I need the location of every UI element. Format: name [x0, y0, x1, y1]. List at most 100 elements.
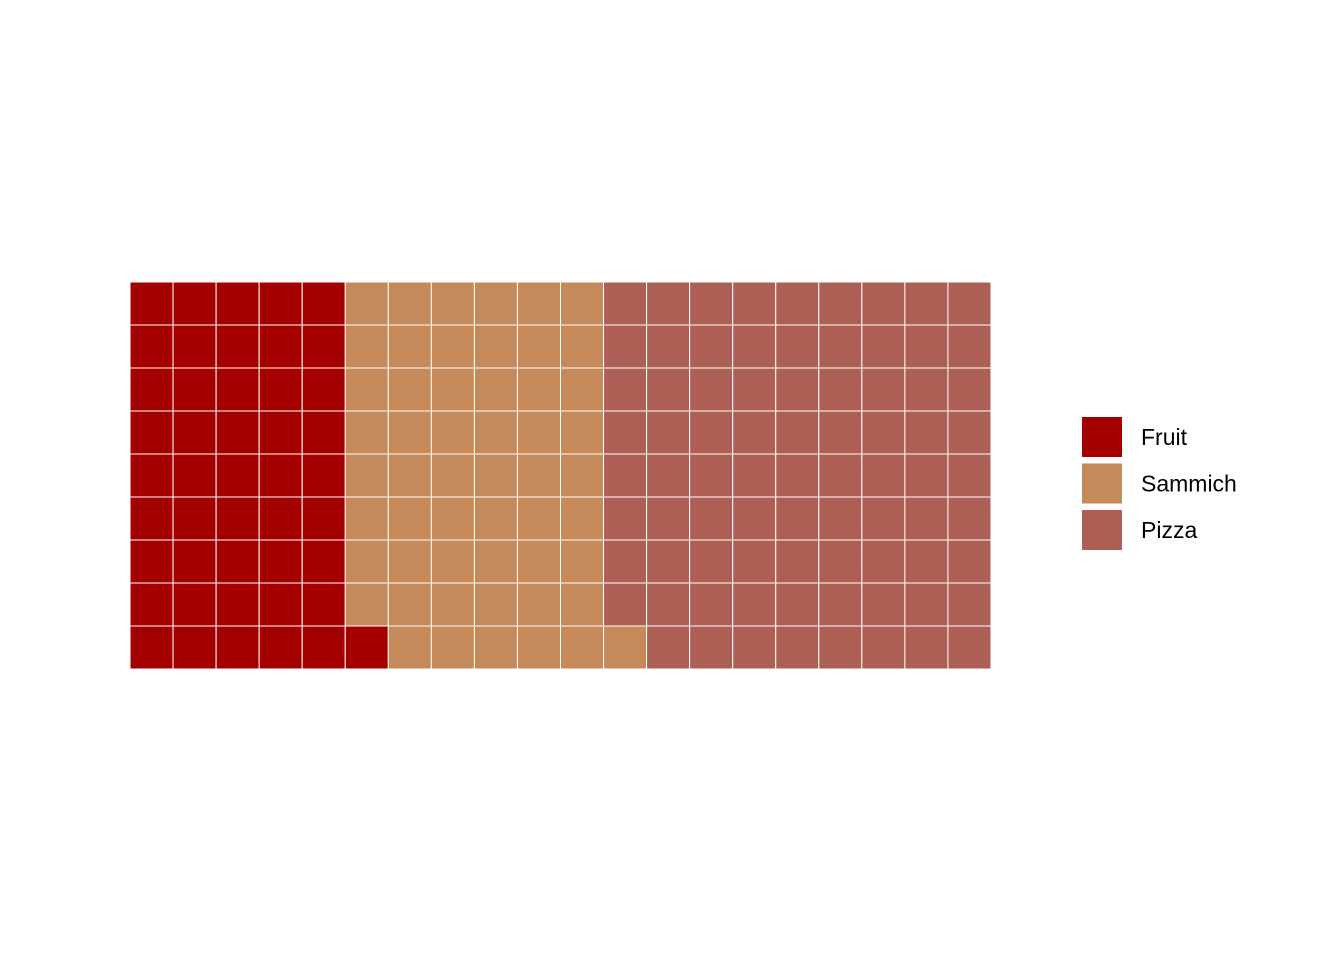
- waffle-tile-fruit: [215, 367, 260, 412]
- waffle-tile-sammich: [387, 625, 432, 670]
- waffle-tile-sammich: [473, 453, 518, 498]
- waffle-tile-fruit: [172, 496, 217, 541]
- waffle-tile-fruit: [301, 539, 346, 584]
- waffle-tile-pizza: [732, 539, 777, 584]
- waffle-tile-pizza: [603, 453, 648, 498]
- waffle-tile-sammich: [516, 496, 562, 541]
- legend-key-pizza: [1082, 510, 1122, 550]
- legend-key-fruit: [1082, 417, 1122, 457]
- waffle-tile-pizza: [689, 367, 734, 412]
- waffle-tile-fruit: [129, 625, 174, 670]
- waffle-tile-fruit: [215, 410, 260, 455]
- waffle-tile-sammich: [430, 496, 475, 541]
- waffle-tile-sammich: [387, 410, 432, 455]
- waffle-tile-fruit: [172, 324, 217, 369]
- waffle-tile-fruit: [129, 367, 174, 412]
- waffle-tile-pizza: [861, 539, 906, 584]
- waffle-tile-sammich: [473, 582, 518, 627]
- waffle-tile-pizza: [775, 410, 820, 455]
- waffle-tile-pizza: [775, 582, 820, 627]
- waffle-tile-pizza: [861, 453, 906, 498]
- waffle-tile-fruit: [301, 281, 346, 326]
- waffle-tile-sammich: [344, 539, 389, 584]
- waffle-tile-pizza: [689, 625, 734, 670]
- waffle-tile-sammich: [516, 582, 562, 627]
- waffle-tile-fruit: [258, 324, 303, 369]
- waffle-tile-fruit: [258, 410, 303, 455]
- waffle-tile-sammich: [603, 625, 648, 670]
- waffle-tile-sammich: [516, 367, 562, 412]
- waffle-tile-fruit: [258, 582, 303, 627]
- waffle-tile-pizza: [732, 453, 777, 498]
- waffle-tile-fruit: [258, 367, 303, 412]
- waffle-tile-fruit: [129, 324, 174, 369]
- waffle-tile-sammich: [430, 453, 475, 498]
- waffle-tile-pizza: [904, 582, 949, 627]
- waffle-tile-sammich: [473, 625, 518, 670]
- waffle-tile-fruit: [301, 582, 346, 627]
- waffle-tile-pizza: [818, 281, 863, 326]
- waffle-tile-sammich: [344, 496, 389, 541]
- waffle-tile-pizza: [732, 582, 777, 627]
- waffle-tile-pizza: [861, 367, 906, 412]
- waffle-tile-pizza: [904, 410, 949, 455]
- waffle-tile-pizza: [646, 625, 691, 670]
- waffle-tile-pizza: [861, 410, 906, 455]
- waffle-tile-sammich: [430, 367, 475, 412]
- waffle-tile-pizza: [904, 496, 949, 541]
- waffle-tile-pizza: [775, 367, 820, 412]
- legend: Fruit Sammich Pizza: [1082, 417, 1237, 550]
- waffle-tile-pizza: [818, 582, 863, 627]
- waffle-tile-pizza: [947, 324, 992, 369]
- waffle-tile-sammich: [387, 324, 432, 369]
- waffle-tile-pizza: [818, 324, 863, 369]
- waffle-tile-sammich: [430, 324, 475, 369]
- waffle-tile-sammich: [473, 281, 518, 326]
- waffle-tile-sammich: [344, 324, 389, 369]
- waffle-tile-fruit: [129, 582, 174, 627]
- waffle-tile-pizza: [732, 281, 777, 326]
- waffle-tile-pizza: [646, 453, 691, 498]
- waffle-tile-fruit: [301, 367, 346, 412]
- waffle-tile-pizza: [775, 453, 820, 498]
- waffle-tile-fruit: [129, 281, 174, 326]
- waffle-tile-pizza: [732, 367, 777, 412]
- waffle-tile-fruit: [172, 582, 217, 627]
- waffle-tile-pizza: [646, 582, 691, 627]
- waffle-tile-fruit: [301, 453, 346, 498]
- waffle-tile-pizza: [947, 281, 992, 326]
- waffle-tile-sammich: [344, 367, 389, 412]
- waffle-tile-pizza: [904, 281, 949, 326]
- waffle-tile-sammich: [516, 453, 562, 498]
- waffle-tile-pizza: [861, 281, 906, 326]
- waffle-tile-pizza: [689, 496, 734, 541]
- waffle-tile-pizza: [947, 539, 992, 584]
- waffle-tile-pizza: [947, 453, 992, 498]
- waffle-tile-sammich: [473, 496, 518, 541]
- waffle-tile-sammich: [516, 625, 562, 670]
- waffle-tile-pizza: [947, 625, 992, 670]
- waffle-tile-sammich: [473, 367, 518, 412]
- waffle-tile-pizza: [818, 453, 863, 498]
- waffle-tile-pizza: [689, 281, 734, 326]
- waffle-tile-sammich: [560, 582, 605, 627]
- waffle-tile-sammich: [473, 410, 518, 455]
- legend-key-sammich: [1082, 463, 1122, 504]
- waffle-tile-fruit: [172, 625, 217, 670]
- waffle-tile-pizza: [603, 496, 648, 541]
- waffle-tile-fruit: [172, 453, 217, 498]
- waffle-tile-fruit: [129, 539, 174, 584]
- waffle-tile-pizza: [603, 367, 648, 412]
- waffle-tile-sammich: [344, 582, 389, 627]
- waffle-tile-pizza: [646, 496, 691, 541]
- waffle-tile-sammich: [560, 453, 605, 498]
- waffle-tile-fruit: [215, 539, 260, 584]
- waffle-tile-pizza: [904, 539, 949, 584]
- waffle-tile-sammich: [560, 410, 605, 455]
- waffle-tile-pizza: [904, 453, 949, 498]
- waffle-tile-sammich: [516, 281, 562, 326]
- waffle-tile-pizza: [732, 410, 777, 455]
- waffle-tile-pizza: [904, 625, 949, 670]
- waffle-tile-pizza: [689, 539, 734, 584]
